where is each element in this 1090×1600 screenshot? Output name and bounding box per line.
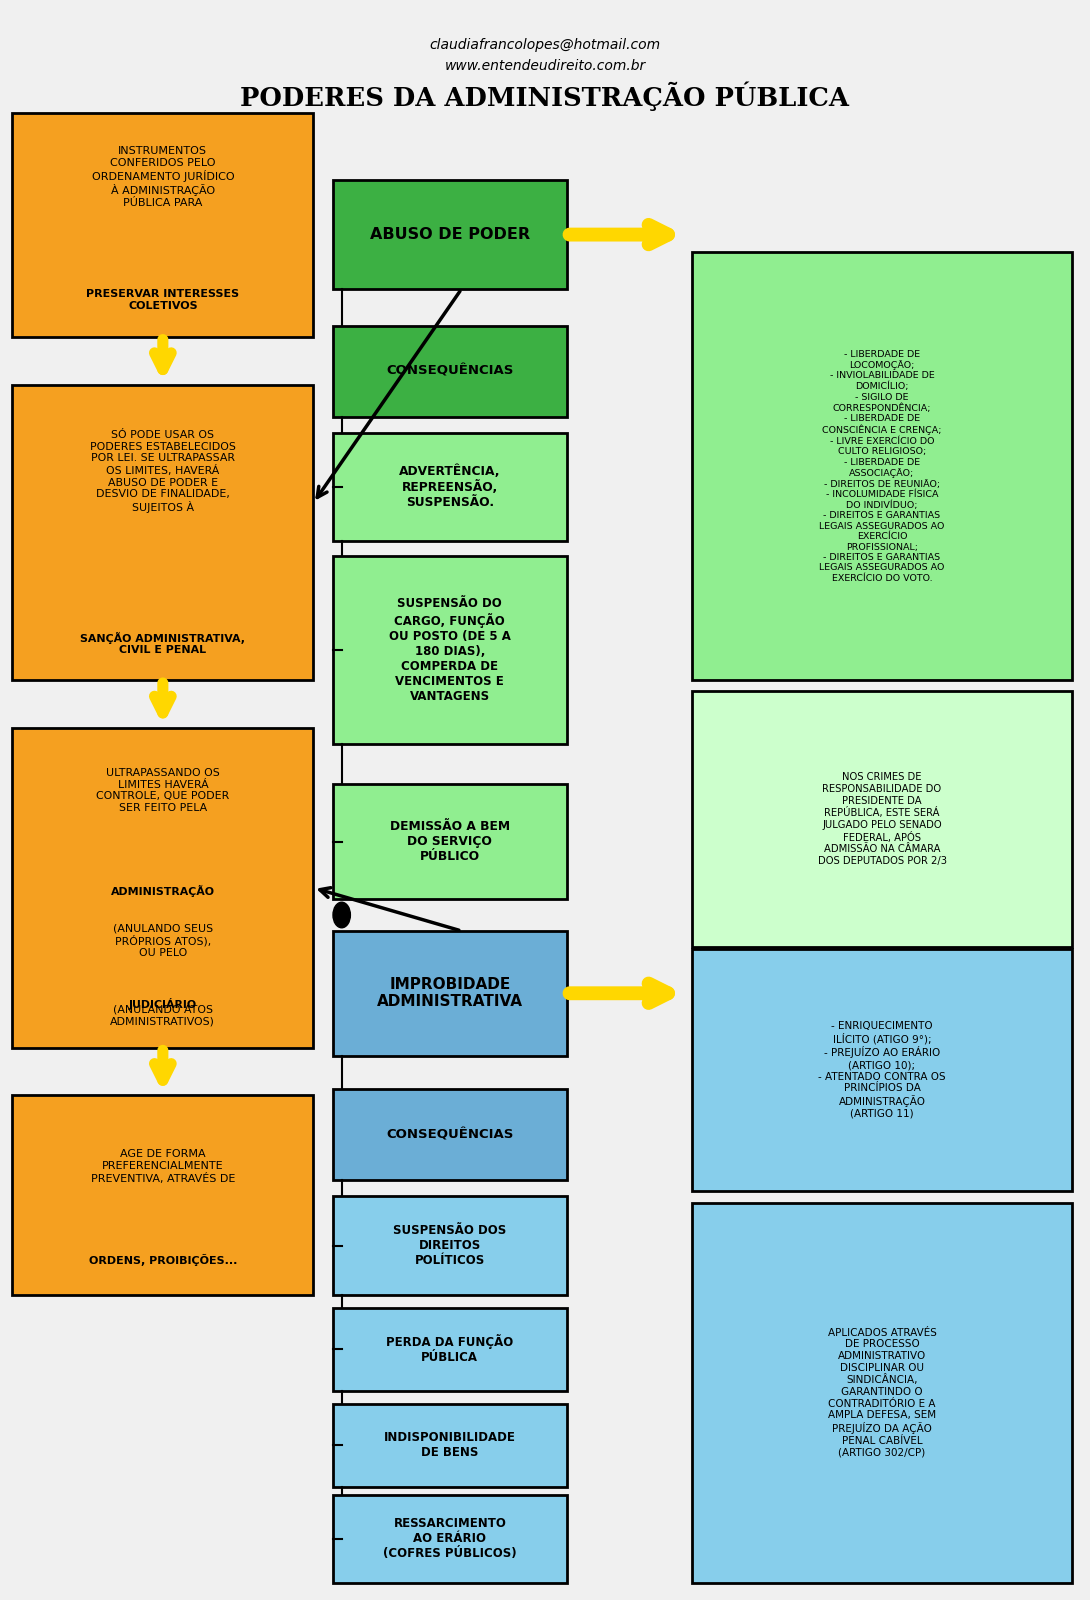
- FancyBboxPatch shape: [332, 784, 567, 899]
- Text: SANÇÃO ADMINISTRATIVA,
CIVIL E PENAL: SANÇÃO ADMINISTRATIVA, CIVIL E PENAL: [81, 632, 245, 656]
- Circle shape: [332, 902, 350, 928]
- FancyBboxPatch shape: [12, 1096, 314, 1294]
- Text: ADVERTÊNCIA,
REPREENSÃO,
SUSPENSÃO.: ADVERTÊNCIA, REPREENSÃO, SUSPENSÃO.: [399, 464, 500, 509]
- Text: NOS CRIMES DE
RESPONSABILIDADE DO
PRESIDENTE DA
REPÚBLICA, ESTE SERÁ
JULGADO PEL: NOS CRIMES DE RESPONSABILIDADE DO PRESID…: [818, 773, 946, 866]
- FancyBboxPatch shape: [332, 1090, 567, 1181]
- Text: (ANULANDO ATOS
ADMINISTRATIVOS): (ANULANDO ATOS ADMINISTRATIVOS): [110, 1005, 216, 1027]
- FancyBboxPatch shape: [692, 949, 1073, 1192]
- FancyBboxPatch shape: [332, 1307, 567, 1390]
- Text: ORDENS, PROIBIÇÕES...: ORDENS, PROIBIÇÕES...: [88, 1254, 237, 1266]
- FancyBboxPatch shape: [12, 114, 314, 338]
- FancyBboxPatch shape: [692, 691, 1073, 947]
- Text: www.entendeudireito.com.br: www.entendeudireito.com.br: [445, 59, 645, 74]
- Text: PODERES DA ADMINISTRAÇÃO PÚBLICA: PODERES DA ADMINISTRAÇÃO PÚBLICA: [241, 82, 849, 110]
- FancyBboxPatch shape: [332, 181, 567, 290]
- Text: IMPROBIDADE
ADMINISTRATIVA: IMPROBIDADE ADMINISTRATIVA: [377, 978, 523, 1010]
- Text: - LIBERDADE DE
LOCOMOÇÃO;
- INVIOLABILIDADE DE
DOMICÍLIO;
- SIGILO DE
CORRESPOND: - LIBERDADE DE LOCOMOÇÃO; - INVIOLABILID…: [820, 350, 945, 582]
- Text: INSTRUMENTOS
CONFERIDOS PELO
ORDENAMENTO JURÍDICO
À ADMINISTRAÇÃO
PÚBLICA PARA: INSTRUMENTOS CONFERIDOS PELO ORDENAMENTO…: [92, 147, 234, 208]
- FancyBboxPatch shape: [12, 384, 314, 680]
- FancyBboxPatch shape: [332, 432, 567, 541]
- Text: SUSPENSÃO DO
CARGO, FUNÇÃO
OU POSTO (DE 5 A
180 DIAS),
COMPERDA DE
VENCIMENTOS E: SUSPENSÃO DO CARGO, FUNÇÃO OU POSTO (DE …: [389, 597, 511, 702]
- FancyBboxPatch shape: [332, 326, 567, 416]
- FancyBboxPatch shape: [692, 1203, 1073, 1582]
- Text: JUDICIÁRIO: JUDICIÁRIO: [129, 998, 197, 1011]
- Text: SÓ PODE USAR OS
PODERES ESTABELECIDOS
POR LEI. SE ULTRAPASSAR
OS LIMITES, HAVERÁ: SÓ PODE USAR OS PODERES ESTABELECIDOS PO…: [89, 430, 235, 514]
- Text: DEMISSÃO A BEM
DO SERVIÇO
PÚBLICO: DEMISSÃO A BEM DO SERVIÇO PÚBLICO: [390, 821, 510, 862]
- FancyBboxPatch shape: [332, 1197, 567, 1294]
- Text: ULTRAPASSANDO OS
LIMITES HAVERÁ
CONTROLE, QUE PODER
SER FEITO PELA: ULTRAPASSANDO OS LIMITES HAVERÁ CONTROLE…: [96, 768, 230, 813]
- Text: CONSEQUÊNCIAS: CONSEQUÊNCIAS: [386, 1128, 513, 1141]
- Text: PRESERVAR INTERESSES
COLETIVOS: PRESERVAR INTERESSES COLETIVOS: [86, 290, 240, 310]
- FancyBboxPatch shape: [332, 1494, 567, 1582]
- Text: PERDA DA FUNÇÃO
PÚBLICA: PERDA DA FUNÇÃO PÚBLICA: [386, 1334, 513, 1365]
- FancyBboxPatch shape: [332, 1403, 567, 1486]
- Text: ABUSO DE PODER: ABUSO DE PODER: [370, 227, 530, 242]
- Text: (ANULANDO SEUS
PRÓPRIOS ATOS),
OU PELO: (ANULANDO SEUS PRÓPRIOS ATOS), OU PELO: [112, 923, 213, 958]
- FancyBboxPatch shape: [332, 555, 567, 744]
- Text: - ENRIQUECIMENTO
ILÍCITO (ATIGO 9°);
- PREJUÍZO AO ERÁRIO
(ARTIGO 10);
- ATENTAD: - ENRIQUECIMENTO ILÍCITO (ATIGO 9°); - P…: [819, 1021, 946, 1118]
- Text: claudiafrancolopes@hotmail.com: claudiafrancolopes@hotmail.com: [429, 38, 661, 53]
- Text: APLICADOS ATRAVÉS
DE PROCESSO
ADMINISTRATIVO
DISCIPLINAR OU
SINDICÂNCIA,
GARANTI: APLICADOS ATRAVÉS DE PROCESSO ADMINISTRA…: [827, 1328, 936, 1458]
- Text: RESSARCIMENTO
AO ERÁRIO
(COFRES PÚBLICOS): RESSARCIMENTO AO ERÁRIO (COFRES PÚBLICOS…: [383, 1517, 517, 1560]
- FancyBboxPatch shape: [332, 931, 567, 1056]
- Text: INDISPONIBILIDADE
DE BENS: INDISPONIBILIDADE DE BENS: [384, 1432, 516, 1459]
- Text: CONSEQUÊNCIAS: CONSEQUÊNCIAS: [386, 365, 513, 378]
- Text: AGE DE FORMA
PREFERENCIALMENTE
PREVENTIVA, ATRAVÉS DE: AGE DE FORMA PREFERENCIALMENTE PREVENTIV…: [90, 1149, 235, 1184]
- Text: SUSPENSÃO DOS
DIREITOS
POLÍTICOS: SUSPENSÃO DOS DIREITOS POLÍTICOS: [393, 1224, 507, 1267]
- Text: ADMINISTRAÇÃO: ADMINISTRAÇÃO: [111, 885, 215, 898]
- FancyBboxPatch shape: [12, 728, 314, 1048]
- FancyBboxPatch shape: [692, 253, 1073, 680]
